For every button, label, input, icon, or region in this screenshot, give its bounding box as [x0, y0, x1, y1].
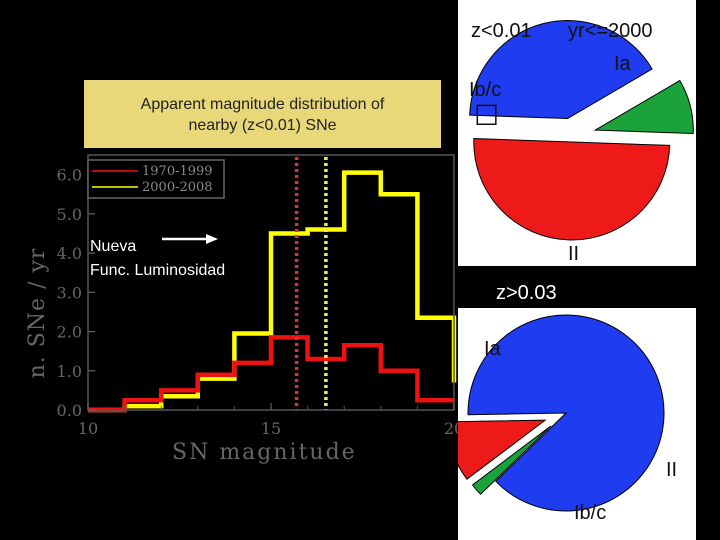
x-axis-title: SN magnitude [172, 440, 357, 465]
top-pie-chart [469, 20, 694, 241]
plot-background [10, 148, 460, 468]
y-tick-label: 6.0 [57, 166, 82, 185]
bottom-pie-chart [458, 314, 665, 512]
legend-label-1970-1999: 1970-1999 [142, 164, 213, 179]
y-tick-label: 0.0 [57, 401, 82, 420]
top-pie-slice-Ia [469, 20, 653, 120]
top-pie-header-left: z<0.01 [471, 20, 532, 42]
y-tick-label: 1.0 [57, 362, 82, 381]
checkbox-icon: ☐ [474, 100, 500, 131]
magnitude-histogram: 0.0 1.0 2.0 3.0 4.0 5.0 6.0 10 15 20 1970-1999 20… [10, 148, 460, 468]
y-tick-label: 2.0 [57, 323, 82, 342]
bottom-pie-slice-Ibc [471, 425, 552, 496]
title-line-1: Apparent magnitude distribution of [140, 96, 385, 113]
bottom-pie-slice-Ia [467, 314, 665, 512]
histogram-series-2000-2008 [88, 170, 457, 413]
bottom-pie-header: z>0.03 [496, 282, 557, 304]
legend-label-2000-2008: 2000-2008 [142, 180, 213, 195]
top-pie-label-ia: Ia [614, 53, 631, 75]
legend-box [87, 159, 225, 199]
top-pie-slice-II [473, 138, 671, 241]
top-pie-slice-Ibc [593, 79, 694, 135]
top-pie-header-right: yr<=2000 [568, 20, 653, 42]
title-banner: Apparent magnitude distribution of nearb… [84, 80, 441, 148]
title-line-2: nearby (z<0.01) SNe [188, 117, 337, 134]
histogram-series-1970-1999 [88, 335, 454, 413]
x-tick-label: 15 [261, 419, 281, 438]
bottom-pie-slice-II [458, 419, 547, 480]
y-tick-label: 5.0 [57, 205, 82, 224]
x-tick-label: 20 [444, 419, 460, 438]
annotation-line-1: Nueva [90, 238, 137, 255]
y-tick-label: 3.0 [57, 283, 82, 302]
bottom-pie-label-ia: Ia [484, 338, 501, 360]
top-pie-label-ibc: Ib/c [469, 79, 502, 101]
y-tick-label: 4.0 [57, 244, 82, 263]
bottom-pie-label-ii: II [666, 459, 678, 481]
legend: 1970-1999 2000-2008 [87, 159, 225, 199]
x-tick-label: 10 [78, 419, 98, 438]
y-axis-title: n. SNe / yr [25, 248, 50, 379]
annotation-line-2: Func. Luminosidad [90, 262, 226, 279]
top-pie-label-ii: II [568, 243, 580, 265]
bottom-pie-label-ibc: Ib/c [574, 502, 607, 524]
annotation-arrow-icon [162, 234, 218, 244]
